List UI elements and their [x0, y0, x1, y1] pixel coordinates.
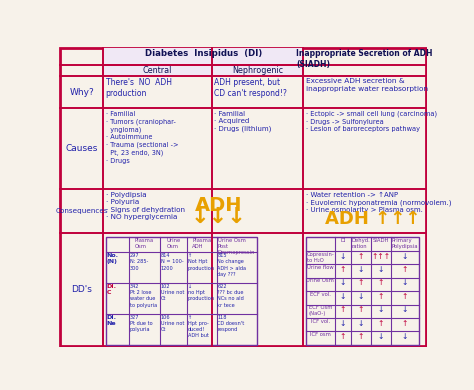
Text: ↑: ↑: [340, 265, 346, 274]
Text: ↑: ↑: [340, 332, 346, 341]
Bar: [103, 48, 303, 76]
Text: Inappropriate Secretion of ADH
(SIADH): Inappropriate Secretion of ADH (SIADH): [296, 49, 433, 69]
Text: ↑: ↑: [378, 319, 384, 328]
Text: ↑: ↑: [357, 305, 364, 314]
Text: Primary
Polydipsia: Primary Polydipsia: [392, 238, 418, 249]
Text: Plasma
Osm: Plasma Osm: [135, 238, 154, 249]
Bar: [306, 237, 419, 345]
Text: ↓↓↓: ↓↓↓: [191, 207, 247, 227]
Text: No.
(N): No. (N): [107, 253, 118, 264]
Text: 106
Urine not
Ct: 106 Urine not Ct: [161, 315, 184, 332]
Text: 815
No change
ADH > alda
day ???: 815 No change ADH > alda day ???: [218, 253, 246, 277]
Text: Diabetes  Insipidus  (DI): Diabetes Insipidus (DI): [145, 49, 262, 58]
Text: 102
Urine not
Ct: 102 Urine not Ct: [161, 284, 184, 301]
Text: ↓: ↓: [340, 319, 346, 328]
Text: ↓: ↓: [378, 332, 384, 341]
Text: ECF Osm
(NaO-): ECF Osm (NaO-): [309, 305, 332, 317]
Text: Dehyd.
ration: Dehyd. ration: [351, 238, 370, 249]
Text: DD's: DD's: [71, 285, 92, 294]
Text: ↑: ↑: [340, 305, 346, 314]
Text: · Water retention -> ↑ANP
· Euvolemic hyponatremia (normovolem.)
· Urine osmolar: · Water retention -> ↑ANP · Euvolemic hy…: [306, 191, 451, 213]
Text: Central: Central: [143, 66, 173, 75]
Text: ↓: ↓: [340, 278, 346, 287]
Text: ECF vol.: ECF vol.: [310, 292, 331, 297]
Text: DI.
C: DI. C: [107, 284, 117, 295]
Text: 814
N = 100-
1200: 814 N = 100- 1200: [161, 253, 183, 271]
Text: ↑: ↑: [357, 252, 364, 261]
Text: Plasma
ADH: Plasma ADH: [192, 238, 211, 249]
Text: · Familial
· Acquired
· Drugs (lithium): · Familial · Acquired · Drugs (lithium): [214, 111, 272, 132]
Text: Excessive ADH secretion &
inappropriate water reabsorption: Excessive ADH secretion & inappropriate …: [306, 78, 428, 92]
Bar: [106, 237, 257, 345]
Text: ↓: ↓: [378, 305, 384, 314]
Text: ↑: ↑: [378, 292, 384, 301]
Text: Urine Osm: Urine Osm: [307, 278, 334, 284]
Text: ↑: ↑: [357, 278, 364, 287]
Text: ↑: ↑: [401, 265, 408, 274]
Text: ↓: ↓: [401, 252, 408, 261]
Text: ↓: ↓: [378, 265, 384, 274]
Text: ↓: ↓: [401, 305, 408, 314]
Text: ↑: ↑: [401, 292, 408, 301]
Text: 118
CD doesn't
respond: 118 CD doesn't respond: [218, 315, 245, 332]
Text: ↓: ↓: [357, 265, 364, 274]
Text: 342
Pt 2 lose
water due
to polyuria: 342 Pt 2 lose water due to polyuria: [130, 284, 157, 308]
Text: ↑: ↑: [401, 319, 408, 328]
Text: ↓: ↓: [357, 292, 364, 301]
Text: ↓: ↓: [340, 252, 346, 261]
Text: ADH: ADH: [195, 195, 243, 214]
Text: Nephrogenic: Nephrogenic: [232, 66, 283, 75]
Text: · Familial
· Tumors (craniophar-
  yngioma)
· Autoimmune
· Trauma (sectional ->
: · Familial · Tumors (craniophar- yngioma…: [106, 111, 178, 164]
Text: ↑: ↑: [378, 278, 384, 287]
Text: ↑
Hpt pro-
duced!
ADH but: ↑ Hpt pro- duced! ADH but: [188, 315, 209, 339]
Text: Urine
Osm: Urine Osm: [166, 238, 181, 249]
Text: ↓: ↓: [340, 292, 346, 301]
Text: ↓
no Hpt
production: ↓ no Hpt production: [188, 284, 215, 301]
Text: 327
Pt due to
polyuria: 327 Pt due to polyuria: [130, 315, 153, 332]
Text: Causes: Causes: [65, 144, 98, 153]
Text: Consequences: Consequences: [55, 208, 108, 214]
Text: ↓: ↓: [401, 332, 408, 341]
Text: ↓: ↓: [357, 319, 364, 328]
Text: ADH ↑↑↑: ADH ↑↑↑: [325, 210, 420, 228]
Text: ↑↑↑: ↑↑↑: [371, 252, 391, 261]
Text: 622
??? bc due
NCs no ald
kr tece: 622 ??? bc due NCs no ald kr tece: [218, 284, 244, 308]
Text: SIADH: SIADH: [373, 238, 389, 243]
Text: · Polydipsia
· Polyuria
· Signs of dehydration
· NO hyperglycemia: · Polydipsia · Polyuria · Signs of dehyd…: [106, 191, 185, 220]
Text: ADH present, but
CD can't respond!?: ADH present, but CD can't respond!?: [214, 78, 287, 98]
Text: DI: DI: [340, 238, 346, 243]
Text: Urine Osm
Post
Desmopressin: Urine Osm Post Desmopressin: [218, 238, 255, 255]
Text: ICF vol.: ICF vol.: [311, 319, 330, 324]
Text: ↑
Not Hpt
production: ↑ Not Hpt production: [188, 253, 215, 271]
Text: ↓: ↓: [401, 278, 408, 287]
Text: · Ectopic -> small cell lung (carcinoma)
· Drugs -> Sulfonylurea
· Lesion of bar: · Ectopic -> small cell lung (carcinoma)…: [306, 111, 437, 132]
Text: 297
N: 285-
300: 297 N: 285- 300: [130, 253, 148, 271]
Text: Urine flow: Urine flow: [307, 265, 334, 270]
Text: ↑: ↑: [357, 332, 364, 341]
Text: ICF osm: ICF osm: [310, 332, 331, 337]
Text: Copressin-
to H₂O: Copressin- to H₂O: [307, 252, 334, 263]
Text: Why?: Why?: [69, 88, 94, 97]
Text: DI.
Ne: DI. Ne: [107, 315, 117, 326]
Text: There's  NO  ADH
production: There's NO ADH production: [106, 78, 172, 98]
